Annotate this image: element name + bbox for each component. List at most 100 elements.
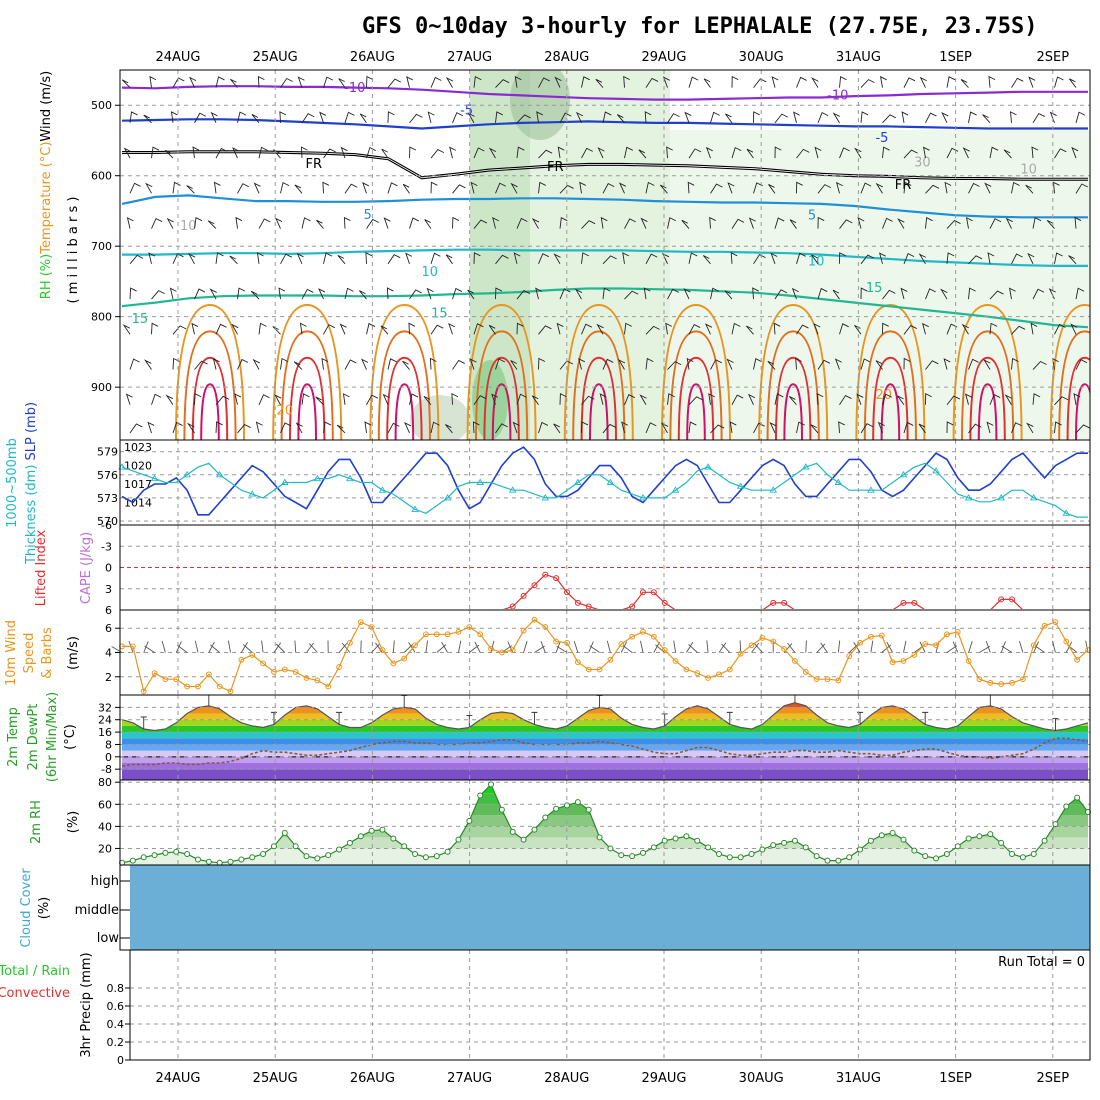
wind-barb <box>623 75 630 88</box>
wind-barb <box>1054 148 1067 159</box>
wind-barb <box>903 252 915 264</box>
tick-label: low <box>97 931 120 946</box>
wind-barb <box>516 393 527 405</box>
wind-barb <box>925 216 933 229</box>
wind-barb <box>925 360 939 370</box>
rh-point <box>998 839 1005 846</box>
wind-barb <box>344 183 358 194</box>
lifted-index-point <box>585 603 592 609</box>
wind-barb <box>359 113 367 124</box>
wind-barb <box>467 289 475 300</box>
wind-barb <box>402 183 410 194</box>
wind-barb <box>366 218 379 229</box>
wind-barb <box>581 421 589 433</box>
wind-barb <box>495 182 507 194</box>
wind-barb <box>1034 645 1045 653</box>
wind-barb <box>387 78 402 88</box>
rh-point <box>824 857 831 864</box>
thickness-point <box>867 486 875 493</box>
wind-barb <box>796 76 807 88</box>
rh-point <box>661 837 668 844</box>
lifted-index-point <box>564 589 571 596</box>
wind-speed-point <box>412 642 418 649</box>
lifted-index-point <box>911 599 918 606</box>
wind-barb <box>753 111 760 123</box>
wind-barb <box>1009 287 1016 300</box>
wind-barb <box>189 76 197 88</box>
thickness-point <box>1029 494 1038 501</box>
wind-barb <box>126 217 134 229</box>
wind-barb <box>252 358 260 370</box>
wind-barb <box>375 642 383 653</box>
wind-speed-point <box>965 658 972 664</box>
wind-barb <box>875 182 884 194</box>
wind-barb <box>1054 252 1063 264</box>
wind-barb <box>402 360 410 370</box>
wind-barb <box>559 184 574 194</box>
rh-point <box>477 792 484 799</box>
temperature-contour <box>880 383 901 440</box>
temperature-contour <box>369 303 440 440</box>
wind-barb <box>638 149 647 159</box>
wind-barb <box>241 641 248 653</box>
wind-barb <box>194 640 199 653</box>
thickness-point <box>997 494 1005 501</box>
wind-barb <box>578 357 586 370</box>
wind-barb <box>512 421 520 434</box>
rh-point <box>303 853 310 860</box>
thickness-point <box>574 478 582 485</box>
wind-barb <box>344 111 355 123</box>
lifted-index-point <box>661 599 668 606</box>
wind-barb <box>516 146 525 159</box>
panel-label: 2m RH <box>29 800 44 844</box>
rh-point <box>1030 850 1037 857</box>
rh-point <box>976 833 983 840</box>
wind-barb <box>817 287 828 300</box>
wind-10m-panel: 2 4 6 10m Wind Speed & Barbs (m/s) <box>4 609 1091 696</box>
wind-barb <box>596 323 604 335</box>
wind-barb <box>870 640 874 653</box>
wind-barb <box>989 393 1001 405</box>
wind-barb <box>730 252 738 264</box>
wind-barb <box>215 323 227 335</box>
wind-barb <box>702 255 711 265</box>
rh-point <box>650 844 657 851</box>
rh-point <box>585 806 592 813</box>
wind-barb <box>143 359 152 370</box>
wind-barb <box>767 360 776 370</box>
wind-barb <box>1075 424 1090 434</box>
wind-speed-point <box>824 676 831 683</box>
wind-barb <box>301 393 310 405</box>
wind-barb <box>1052 640 1056 653</box>
wind-barb <box>877 421 885 434</box>
wind-barb <box>1054 396 1069 406</box>
wind-barb <box>323 252 333 264</box>
wind-barb <box>946 220 961 229</box>
wind-barb <box>452 112 464 124</box>
wind-barb <box>602 287 611 300</box>
wind-barb <box>796 148 810 159</box>
wind-barb <box>839 252 846 264</box>
wind-barb <box>617 358 626 370</box>
tick-label: 1017 <box>124 478 152 491</box>
wind-barb <box>746 148 754 159</box>
rh-point <box>867 837 874 844</box>
thickness-point <box>802 463 810 470</box>
tick-label: 500 <box>91 99 112 112</box>
rh-point <box>607 845 614 852</box>
date-label-top: 28AUG <box>544 50 589 65</box>
wind-barb <box>600 216 608 229</box>
wind-barb <box>556 322 564 335</box>
panel-label: Speed <box>22 633 37 674</box>
thickness-point <box>704 463 712 470</box>
wind-speed-point <box>162 676 169 683</box>
wind-speed-point <box>900 658 907 664</box>
wind-barb <box>430 181 438 194</box>
panel-label: (m/s) <box>66 636 81 670</box>
wind-barb <box>688 421 697 434</box>
wind-barb <box>510 360 518 370</box>
wind-barb <box>968 255 983 265</box>
wind-barb <box>275 643 286 653</box>
